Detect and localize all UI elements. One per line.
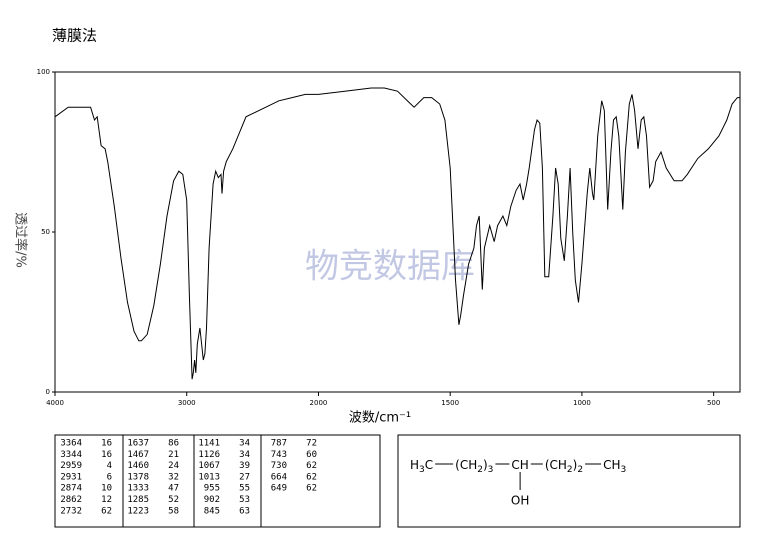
formula-part: 2 bbox=[477, 465, 483, 475]
x-axis-label: 波数/cm⁻¹ bbox=[349, 411, 411, 426]
peak-wavenumber: 787 bbox=[271, 439, 287, 449]
peak-wavenumber: 1378 bbox=[127, 472, 149, 482]
peak-wavenumber: 1333 bbox=[127, 484, 149, 494]
formula-part: 3 bbox=[419, 465, 425, 475]
peak-wavenumber: 2732 bbox=[60, 506, 82, 516]
peak-transmittance: 6 bbox=[107, 472, 112, 482]
formula-part: (CH bbox=[455, 458, 477, 472]
peak-transmittance: 62 bbox=[101, 506, 112, 516]
peak-wavenumber: 1067 bbox=[198, 461, 220, 471]
peak-transmittance: 52 bbox=[168, 495, 179, 505]
peak-transmittance: 47 bbox=[168, 484, 179, 494]
peak-wavenumber: 1460 bbox=[127, 461, 149, 471]
peak-transmittance: 21 bbox=[168, 450, 179, 460]
y-tick-label: 100 bbox=[37, 68, 50, 76]
formula: H3C (CH2)3 CH (CH2)2 CH3 bbox=[410, 458, 626, 475]
formula-part: 2 bbox=[567, 465, 573, 475]
peak-transmittance: 62 bbox=[306, 484, 317, 494]
peak-transmittance: 72 bbox=[306, 439, 317, 449]
peak-wavenumber: 1223 bbox=[127, 506, 149, 516]
formula-part: 2 bbox=[577, 465, 583, 475]
x-tick-label: 4000 bbox=[46, 399, 64, 407]
x-tick-label: 1000 bbox=[573, 399, 591, 407]
peak-transmittance: 34 bbox=[239, 450, 250, 460]
chart-title: 薄膜法 bbox=[52, 27, 97, 45]
formula-part: CH bbox=[603, 458, 620, 472]
peak-transmittance: 55 bbox=[239, 484, 250, 494]
peak-wavenumber: 1467 bbox=[127, 450, 149, 460]
peak-wavenumber: 2874 bbox=[60, 484, 82, 494]
peak-transmittance: 86 bbox=[168, 439, 179, 449]
formula-part: 3 bbox=[620, 465, 626, 475]
formula-part: 3 bbox=[488, 465, 494, 475]
peak-transmittance: 16 bbox=[101, 450, 112, 460]
peak-wavenumber: 2931 bbox=[60, 472, 82, 482]
peak-wavenumber: 2862 bbox=[60, 495, 82, 505]
peak-transmittance: 60 bbox=[306, 450, 317, 460]
peak-wavenumber: 649 bbox=[271, 484, 287, 494]
peak-transmittance: 4 bbox=[107, 461, 112, 471]
peak-wavenumber: 3344 bbox=[60, 450, 82, 460]
peak-transmittance: 32 bbox=[168, 472, 179, 482]
peak-transmittance: 62 bbox=[306, 472, 317, 482]
peak-wavenumber: 1637 bbox=[127, 439, 149, 449]
peak-wavenumber: 1126 bbox=[198, 450, 220, 460]
y-axis-label: 透过率/% bbox=[13, 212, 29, 268]
peak-wavenumber: 3364 bbox=[60, 439, 82, 449]
peak-wavenumber: 664 bbox=[271, 472, 287, 482]
peak-wavenumber: 730 bbox=[271, 461, 287, 471]
formula-part: ) bbox=[573, 458, 578, 472]
peak-wavenumber: 743 bbox=[271, 450, 287, 460]
peak-transmittance: 34 bbox=[239, 439, 250, 449]
peak-transmittance: 39 bbox=[239, 461, 250, 471]
peak-transmittance: 62 bbox=[306, 461, 317, 471]
peak-transmittance: 24 bbox=[168, 461, 179, 471]
peak-wavenumber: 2959 bbox=[60, 461, 82, 471]
peak-wavenumber: 902 bbox=[204, 495, 220, 505]
peak-transmittance: 58 bbox=[168, 506, 179, 516]
peak-transmittance: 12 bbox=[101, 495, 112, 505]
peak-wavenumber: 845 bbox=[204, 506, 220, 516]
plot-frame bbox=[54, 71, 741, 393]
peak-transmittance: 10 bbox=[101, 484, 112, 494]
peak-wavenumber: 1013 bbox=[198, 472, 220, 482]
x-tick-label: 2000 bbox=[310, 399, 328, 407]
y-tick-label: 0 bbox=[46, 388, 50, 396]
x-tick-label: 1500 bbox=[441, 399, 459, 407]
peak-wavenumber: 1141 bbox=[198, 439, 220, 449]
peak-transmittance: 53 bbox=[239, 495, 250, 505]
formula-part: CH bbox=[511, 458, 528, 472]
x-tick-label: 500 bbox=[707, 399, 720, 407]
peak-transmittance: 27 bbox=[239, 472, 250, 482]
formula-part: C bbox=[425, 458, 433, 472]
peak-wavenumber: 955 bbox=[204, 484, 220, 494]
peak-table-frame bbox=[54, 434, 381, 528]
formula-part: (CH bbox=[545, 458, 567, 472]
structure-frame bbox=[397, 434, 741, 528]
substituent: OH bbox=[511, 494, 529, 508]
formula-part: ) bbox=[483, 458, 488, 472]
watermark: 物竞数据库 bbox=[305, 247, 475, 287]
formula-part: H bbox=[410, 458, 419, 472]
y-tick-label: 50 bbox=[41, 228, 50, 236]
peak-transmittance: 16 bbox=[101, 439, 112, 449]
x-tick-label: 3000 bbox=[178, 399, 196, 407]
spectrum-line bbox=[54, 87, 740, 380]
peak-transmittance: 63 bbox=[239, 506, 250, 516]
peak-wavenumber: 1285 bbox=[127, 495, 149, 505]
